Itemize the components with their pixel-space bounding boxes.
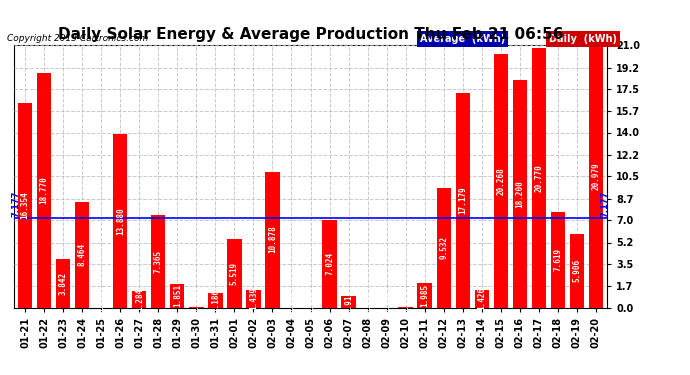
Bar — [342, 296, 355, 307]
Bar — [189, 307, 204, 308]
Text: 5.519: 5.519 — [230, 261, 239, 285]
Bar — [322, 220, 337, 308]
Text: 7.365: 7.365 — [154, 250, 163, 273]
Text: 20.268: 20.268 — [496, 167, 505, 195]
Text: 0.000: 0.000 — [287, 290, 296, 314]
Bar — [208, 292, 223, 308]
Text: 20.770: 20.770 — [534, 164, 543, 192]
Text: 0.911: 0.911 — [344, 290, 353, 314]
Text: 17.179: 17.179 — [458, 186, 467, 214]
Bar — [132, 291, 146, 308]
Bar — [437, 188, 451, 308]
Text: Copyright 2013 Cartronics.com: Copyright 2013 Cartronics.com — [7, 34, 148, 43]
Bar — [570, 234, 584, 308]
Bar — [513, 80, 527, 308]
Bar — [246, 290, 261, 308]
Text: 0.000: 0.000 — [97, 290, 106, 314]
Bar — [475, 290, 489, 308]
Text: 1.439: 1.439 — [249, 287, 258, 310]
Title: Daily Solar Energy & Average Production Thu Feb 21 06:56: Daily Solar Energy & Average Production … — [58, 27, 563, 42]
Bar — [56, 260, 70, 308]
Bar — [493, 54, 508, 307]
Text: 3.842: 3.842 — [59, 272, 68, 295]
Text: 1.851: 1.851 — [173, 284, 182, 308]
Text: 0.056: 0.056 — [192, 290, 201, 314]
Text: Daily  (kWh): Daily (kWh) — [549, 34, 617, 44]
Bar — [170, 284, 184, 308]
Text: 7.024: 7.024 — [325, 252, 334, 275]
Text: 16.354: 16.354 — [21, 191, 30, 219]
Text: 1.284: 1.284 — [135, 288, 144, 311]
Bar — [227, 238, 242, 308]
Text: 0.000: 0.000 — [306, 290, 315, 314]
Text: Average  (kWh): Average (kWh) — [420, 34, 505, 44]
Text: 7.177: 7.177 — [11, 190, 20, 216]
Text: 1.426: 1.426 — [477, 287, 486, 310]
Bar — [266, 171, 279, 308]
Text: 5.906: 5.906 — [572, 259, 581, 282]
Text: 8.464: 8.464 — [78, 243, 87, 266]
Bar — [37, 73, 51, 308]
Text: 0.000: 0.000 — [382, 290, 391, 314]
Text: 20.979: 20.979 — [591, 162, 600, 190]
Text: 10.878: 10.878 — [268, 226, 277, 254]
Bar — [455, 93, 470, 308]
Text: 13.880: 13.880 — [116, 207, 125, 235]
Bar — [18, 103, 32, 308]
Bar — [531, 48, 546, 308]
Text: 0.000: 0.000 — [363, 290, 372, 314]
Text: 18.200: 18.200 — [515, 180, 524, 208]
Text: 7.177: 7.177 — [601, 190, 610, 216]
Text: 7.619: 7.619 — [553, 248, 562, 272]
Bar — [151, 215, 166, 308]
Bar — [417, 283, 432, 308]
Bar — [551, 212, 565, 308]
Bar — [589, 45, 603, 308]
Bar — [113, 134, 128, 308]
Text: 0.013: 0.013 — [401, 290, 410, 314]
Text: 9.532: 9.532 — [439, 236, 448, 260]
Text: 18.770: 18.770 — [40, 176, 49, 204]
Text: 1.985: 1.985 — [420, 284, 429, 307]
Bar — [75, 202, 90, 308]
Text: 1.186: 1.186 — [211, 288, 220, 312]
